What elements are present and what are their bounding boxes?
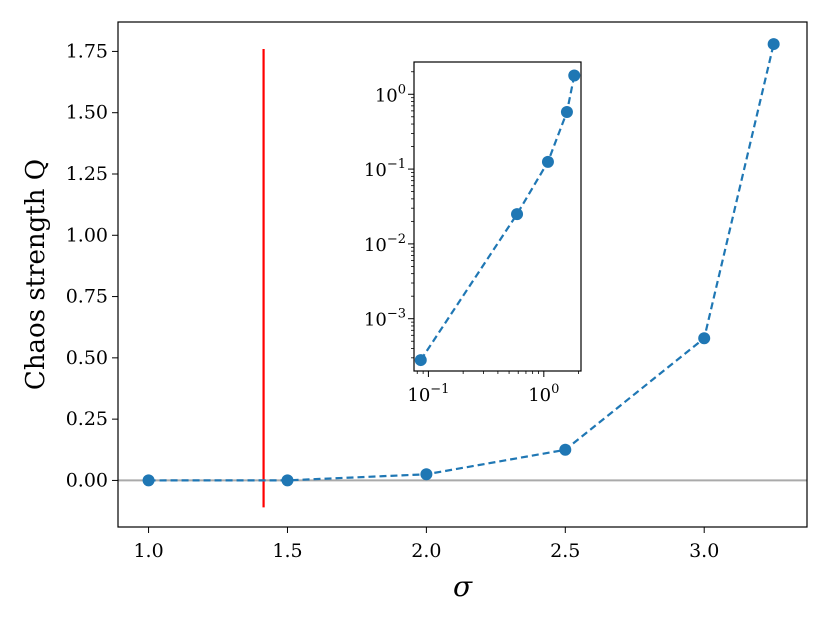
y-tick-label: 0.50: [66, 347, 108, 369]
x-axis-label: σ: [453, 570, 473, 603]
data-point: [281, 474, 294, 487]
inset-data-point: [568, 69, 581, 82]
y-tick-label: 0.25: [66, 408, 108, 430]
data-point: [142, 474, 155, 487]
x-tick-label: 2.5: [550, 540, 580, 562]
inset-y-tick-label: 100: [375, 82, 406, 106]
series-line: [148, 43, 775, 482]
inset-x-tick-label: 10−1: [407, 382, 449, 406]
x-tick-label: 1.0: [133, 540, 163, 562]
x-tick-label: 2.0: [411, 540, 441, 562]
y-tick-label: 0.75: [66, 286, 108, 308]
inset-background: [414, 62, 581, 371]
data-point: [698, 332, 711, 345]
main-plot-frame: [117, 21, 808, 528]
y-tick-label: 1.75: [66, 40, 108, 62]
data-point: [559, 443, 572, 456]
data-point: [420, 468, 433, 481]
inset-data-point: [560, 105, 573, 118]
inset-data-point: [511, 208, 524, 221]
y-tick-label: 1.00: [66, 224, 108, 246]
inset-data-point: [414, 354, 427, 367]
y-tick-label: 0.00: [66, 469, 108, 491]
inset-y-tick-label: 10−3: [364, 307, 406, 331]
y-tick-label: 1.50: [66, 102, 108, 124]
inset-y-tick-label: 10−2: [364, 232, 406, 256]
x-tick-label: 3.0: [689, 540, 719, 562]
x-tick-label: 1.5: [272, 540, 302, 562]
y-axis-label: Chaos strength Q: [21, 159, 51, 390]
inset-y-tick-label: 10−1: [364, 157, 406, 181]
inset-data-point: [541, 155, 554, 168]
y-tick-label: 1.25: [66, 163, 108, 185]
inset-x-tick-label: 100: [528, 382, 559, 406]
data-point: [767, 38, 780, 51]
